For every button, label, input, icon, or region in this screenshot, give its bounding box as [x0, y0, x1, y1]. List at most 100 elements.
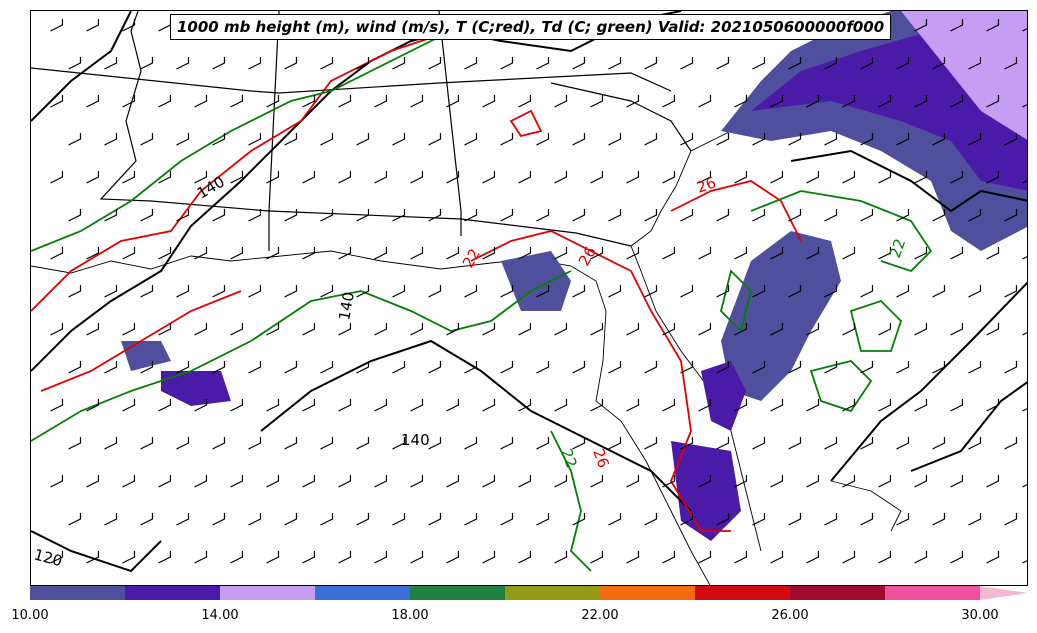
- wind-barb: [500, 513, 514, 526]
- wind-barb: [482, 399, 496, 412]
- wind-barb: [158, 323, 172, 336]
- wind-barb: [464, 285, 478, 298]
- wind-barb: [806, 475, 820, 488]
- wind-barb: [788, 57, 802, 70]
- wind-barb: [140, 285, 154, 298]
- wind-barb: [266, 247, 280, 260]
- wind-barb: [518, 95, 532, 108]
- wind-barb: [896, 209, 910, 222]
- wind-barb: [662, 323, 676, 336]
- dewpoint-contour: [750, 190, 933, 273]
- wind-barb: [662, 551, 676, 564]
- wind-barb: [140, 437, 154, 450]
- wind-barb: [860, 285, 874, 298]
- height-contour: [31, 11, 682, 372]
- wind-barb: [860, 361, 874, 374]
- wind-barb: [734, 323, 748, 336]
- wind-barb: [158, 95, 172, 108]
- wind-barb: [320, 437, 334, 450]
- wind-barb: [194, 399, 208, 412]
- wind-barb: [806, 551, 820, 564]
- wind-barb: [590, 171, 604, 184]
- wind-barb: [788, 361, 802, 374]
- wind-barb: [590, 323, 604, 336]
- wind-barb: [302, 171, 316, 184]
- wind-barb: [842, 171, 856, 184]
- wind-barb: [914, 323, 928, 336]
- colorbar-bin: [505, 586, 600, 600]
- wind-barb: [932, 513, 946, 526]
- wind-barb: [1004, 437, 1018, 450]
- colorbar-bin: [790, 586, 885, 600]
- wind-barb: [734, 399, 748, 412]
- colorbar-tick-label: 14.00: [201, 608, 239, 623]
- wind-barb: [284, 133, 298, 146]
- wind-barb: [194, 551, 208, 564]
- height-contours: [31, 11, 1027, 573]
- wind-barb: [266, 323, 280, 336]
- coastline: [830, 480, 902, 532]
- wind-barb: [392, 133, 406, 146]
- wind-barb: [374, 171, 388, 184]
- wind-barb: [626, 399, 640, 412]
- wind-barb: [950, 171, 964, 184]
- height-contour: [830, 281, 1027, 482]
- wind-barb: [176, 57, 190, 70]
- wind-barb: [950, 247, 964, 260]
- wind-barb: [914, 247, 928, 260]
- wind-barb: [68, 133, 82, 146]
- wind-barb: [644, 437, 658, 450]
- wind-barbs: [50, 19, 1027, 564]
- temperature-label: 26: [575, 243, 600, 269]
- wind-barb: [248, 513, 262, 526]
- wind-barb: [950, 399, 964, 412]
- colorbar: [30, 586, 1028, 600]
- height-label: 120: [32, 545, 64, 570]
- wind-barb: [896, 513, 910, 526]
- wind-barb: [716, 361, 730, 374]
- wind-barb: [320, 209, 334, 222]
- height-contour: [790, 149, 1027, 213]
- wind-barb: [824, 513, 838, 526]
- wind-barb: [968, 285, 982, 298]
- wind-barb: [464, 513, 478, 526]
- wind-barb: [374, 551, 388, 564]
- wind-barb: [338, 247, 352, 260]
- wind-barb: [338, 95, 352, 108]
- height-contour: [31, 11, 132, 122]
- wind-barb: [950, 19, 964, 32]
- wind-barb: [104, 209, 118, 222]
- wind-barb: [518, 551, 532, 564]
- wind-barb: [824, 133, 838, 146]
- wind-barb: [176, 209, 190, 222]
- wind-barb: [50, 247, 64, 260]
- wind-barb: [698, 171, 712, 184]
- wind-barb: [428, 437, 442, 450]
- wind-barb: [770, 323, 784, 336]
- wind-barb: [716, 57, 730, 70]
- wind-barb: [302, 551, 316, 564]
- wind-barb: [428, 133, 442, 146]
- wind-barb: [680, 209, 694, 222]
- wind-barb: [824, 57, 838, 70]
- wind-barb: [842, 95, 856, 108]
- wind-barb: [878, 551, 892, 564]
- wind-barb: [464, 133, 478, 146]
- wind-barb: [500, 57, 514, 70]
- state-border: [31, 67, 280, 94]
- wind-barb: [410, 247, 424, 260]
- wind-barb: [518, 247, 532, 260]
- wind-barb: [302, 95, 316, 108]
- wind-barb: [302, 247, 316, 260]
- height-label: 140: [335, 290, 358, 321]
- wind-barb: [608, 57, 622, 70]
- dewpoint-label: 22: [557, 446, 580, 470]
- wind-barb: [662, 475, 676, 488]
- wind-barb: [68, 209, 82, 222]
- wind-barb: [536, 437, 550, 450]
- wind-barb: [428, 209, 442, 222]
- wind-barb: [680, 57, 694, 70]
- wind-barb: [248, 209, 262, 222]
- wind-barb: [482, 323, 496, 336]
- wind-barb: [698, 323, 712, 336]
